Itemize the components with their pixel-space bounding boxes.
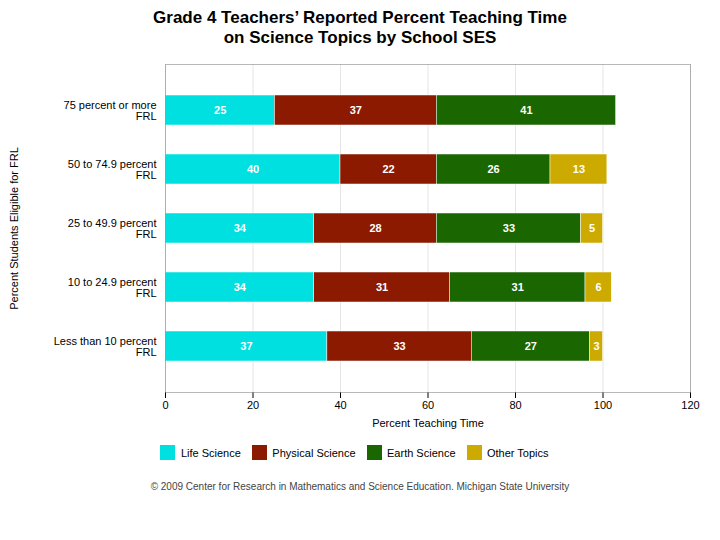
html-text:on Science Topics by School SE: on Science Topics by School SES [223, 28, 497, 47]
svg-text:25 to 49.9 percentFRL: 25 to 49.9 percentFRL [68, 217, 157, 240]
html-text:Earth Science: Earth Science [387, 446, 456, 459]
html-text:Other Topics: Other Topics [487, 446, 549, 459]
svg-text:27: 27 [525, 340, 537, 352]
svg-text:25: 25 [214, 104, 226, 116]
svg-text:40: 40 [247, 163, 259, 175]
svg-text:3: 3 [593, 340, 599, 352]
svg-text:22: 22 [383, 163, 395, 175]
svg-text:34: 34 [234, 281, 247, 293]
svg-text:28: 28 [369, 222, 381, 234]
svg-text:37: 37 [350, 104, 362, 116]
svg-text:Percent Students Eligible for: Percent Students Eligible for FRL [8, 147, 20, 310]
html-text:Life Science: Life Science [180, 446, 241, 459]
svg-text:120: 120 [681, 399, 699, 411]
html-text:Grade 4 Teachers’ Reported Per: Grade 4 Teachers’ Reported Percent Teach… [153, 8, 567, 27]
svg-text:31: 31 [512, 281, 524, 293]
svg-text:20: 20 [247, 399, 259, 411]
svg-text:0: 0 [162, 399, 168, 411]
svg-text:100: 100 [594, 399, 612, 411]
svg-text:41: 41 [520, 104, 532, 116]
svg-text:60: 60 [422, 399, 434, 411]
svg-text:26: 26 [488, 163, 500, 175]
svg-text:37: 37 [240, 340, 252, 352]
svg-text:80: 80 [509, 399, 521, 411]
svg-text:33: 33 [393, 340, 405, 352]
svg-text:75 percent or moreFRL: 75 percent or moreFRL [64, 99, 157, 122]
svg-text:5: 5 [589, 222, 595, 234]
svg-text:31: 31 [376, 281, 388, 293]
html-text:© 2009 Center for Research in: © 2009 Center for Research in Mathematic… [150, 480, 570, 492]
svg-text:10 to 24.9 percentFRL: 10 to 24.9 percentFRL [68, 276, 157, 299]
svg-text:Percent Teaching Time: Percent Teaching Time [372, 417, 484, 429]
svg-text:34: 34 [234, 222, 247, 234]
svg-text:50 to 74.9 percentFRL: 50 to 74.9 percentFRL [68, 158, 157, 181]
svg-text:Less than 10 percentFRL: Less than 10 percentFRL [54, 335, 157, 358]
svg-text:33: 33 [503, 222, 515, 234]
html-text:Physical Science: Physical Science [272, 446, 356, 459]
svg-text:13: 13 [573, 163, 585, 175]
svg-text:40: 40 [334, 399, 346, 411]
svg-text:6: 6 [596, 281, 602, 293]
